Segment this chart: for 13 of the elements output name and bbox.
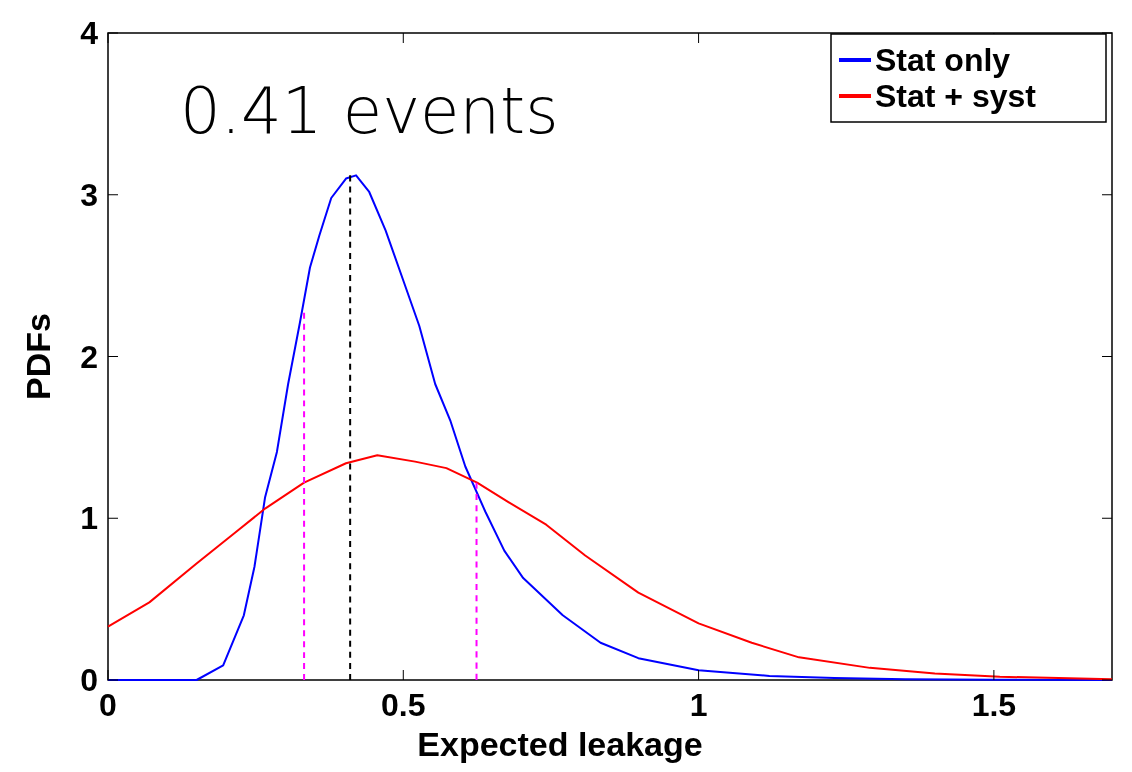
legend-label: Stat + syst: [875, 78, 1037, 115]
y-tick-label: 4: [80, 15, 99, 52]
y-tick-label: 1: [80, 500, 98, 537]
y-axis-title: PDFs: [19, 313, 57, 400]
x-tick-label: 0.5: [381, 687, 426, 723]
legend-label: Stat only: [875, 42, 1011, 79]
x-axis-title: Expected leakage: [417, 725, 703, 763]
y-tick-label: 2: [80, 338, 98, 375]
x-tick-label: 1.5: [971, 687, 1017, 723]
x-tick-label: 1: [689, 687, 708, 723]
y-tick-label: 3: [80, 176, 98, 213]
y-tick-label: 0: [80, 662, 98, 699]
annotation: 0.41 events: [180, 74, 559, 148]
